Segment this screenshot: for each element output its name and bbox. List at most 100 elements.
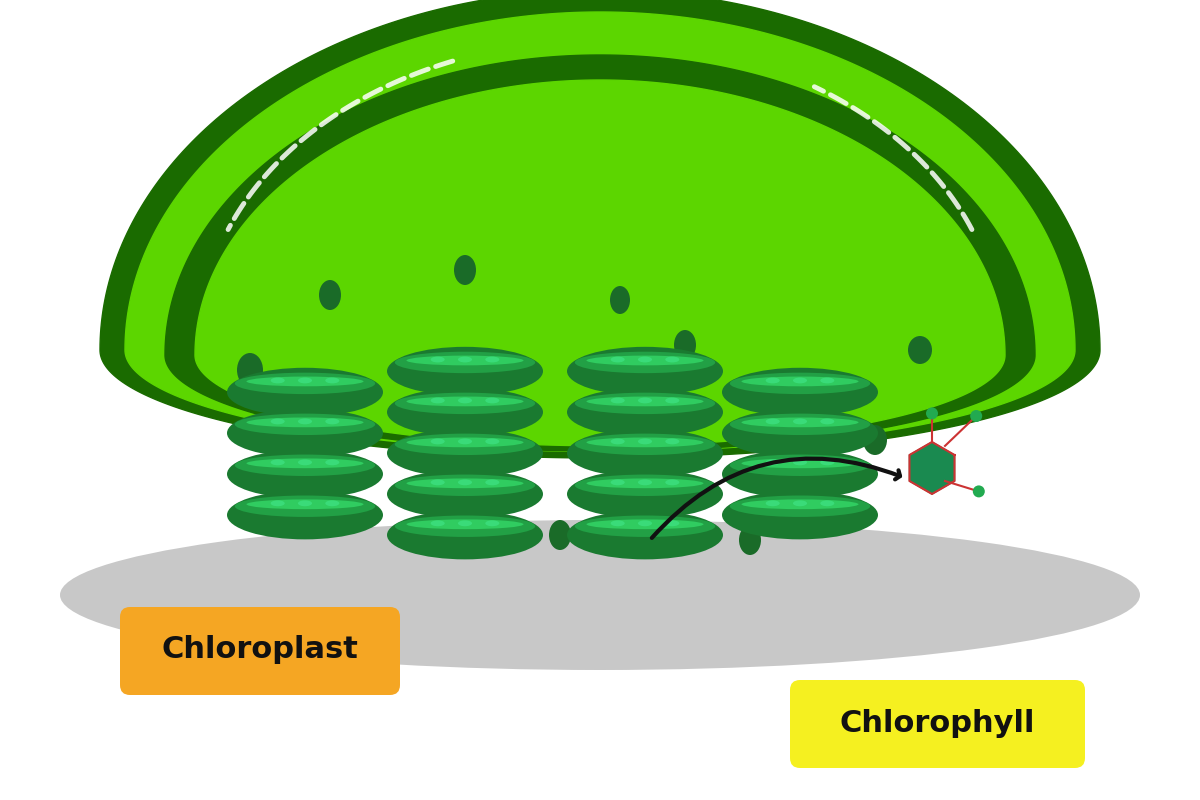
Ellipse shape [568,429,722,478]
Text: Chlorophyll: Chlorophyll [840,709,1036,738]
Ellipse shape [742,499,858,509]
Ellipse shape [227,450,383,498]
Ellipse shape [793,459,808,466]
Ellipse shape [766,500,780,506]
Ellipse shape [587,478,703,488]
Ellipse shape [722,368,878,417]
Ellipse shape [395,393,535,414]
Ellipse shape [926,407,938,419]
FancyBboxPatch shape [120,607,400,695]
Ellipse shape [431,398,445,403]
Ellipse shape [246,458,364,468]
Ellipse shape [730,373,870,394]
Ellipse shape [575,434,715,455]
Ellipse shape [235,495,376,517]
Ellipse shape [766,459,780,466]
Ellipse shape [674,330,696,360]
Ellipse shape [325,378,340,383]
Ellipse shape [638,520,652,526]
Ellipse shape [611,357,625,362]
Ellipse shape [407,355,523,366]
Ellipse shape [271,378,284,383]
Ellipse shape [730,454,870,476]
Ellipse shape [454,255,476,285]
Polygon shape [100,0,1100,458]
FancyBboxPatch shape [790,680,1085,768]
Ellipse shape [587,355,703,366]
Ellipse shape [730,495,870,517]
Ellipse shape [821,500,834,506]
Ellipse shape [271,459,284,466]
Ellipse shape [227,368,383,417]
Ellipse shape [550,520,571,550]
Ellipse shape [407,397,523,406]
Ellipse shape [458,520,472,526]
Ellipse shape [730,414,870,435]
Ellipse shape [485,520,499,526]
Ellipse shape [587,438,703,447]
Ellipse shape [575,352,715,373]
Ellipse shape [793,418,808,424]
Polygon shape [166,55,1034,451]
Ellipse shape [742,458,858,468]
Ellipse shape [568,347,722,395]
Ellipse shape [298,500,312,506]
Ellipse shape [793,500,808,506]
Ellipse shape [271,418,284,424]
Ellipse shape [766,418,780,424]
Ellipse shape [431,520,445,526]
Polygon shape [910,442,954,494]
Ellipse shape [665,438,679,444]
Ellipse shape [485,479,499,486]
Ellipse shape [227,490,383,539]
Ellipse shape [235,373,376,394]
Ellipse shape [611,438,625,444]
Ellipse shape [575,515,715,537]
Ellipse shape [610,286,630,314]
Ellipse shape [485,357,499,362]
Ellipse shape [722,409,878,458]
Ellipse shape [485,438,499,444]
Ellipse shape [793,378,808,383]
Ellipse shape [458,438,472,444]
Ellipse shape [246,377,364,386]
Ellipse shape [821,418,834,424]
Ellipse shape [407,519,523,529]
Ellipse shape [298,459,312,466]
Ellipse shape [568,470,722,518]
Ellipse shape [722,490,878,539]
Ellipse shape [60,520,1140,670]
Ellipse shape [568,510,722,559]
Ellipse shape [388,470,542,518]
Ellipse shape [821,378,834,383]
Ellipse shape [388,429,542,478]
Ellipse shape [766,378,780,383]
Ellipse shape [665,357,679,362]
Ellipse shape [235,414,376,435]
Ellipse shape [395,352,535,373]
Ellipse shape [407,478,523,488]
Ellipse shape [388,388,542,437]
Ellipse shape [611,520,625,526]
Ellipse shape [665,520,679,526]
Ellipse shape [638,479,652,486]
Ellipse shape [665,398,679,403]
Ellipse shape [319,280,341,310]
Ellipse shape [458,398,472,403]
Ellipse shape [388,347,542,395]
Ellipse shape [325,418,340,424]
Ellipse shape [238,353,263,387]
Ellipse shape [227,409,383,458]
Ellipse shape [611,398,625,403]
Ellipse shape [325,459,340,466]
Ellipse shape [298,418,312,424]
Ellipse shape [742,377,858,386]
Ellipse shape [431,479,445,486]
Text: Chloroplast: Chloroplast [162,635,359,665]
Ellipse shape [246,499,364,509]
Ellipse shape [611,479,625,486]
Ellipse shape [821,459,834,466]
Ellipse shape [722,450,878,498]
Ellipse shape [638,357,652,362]
Ellipse shape [407,438,523,447]
